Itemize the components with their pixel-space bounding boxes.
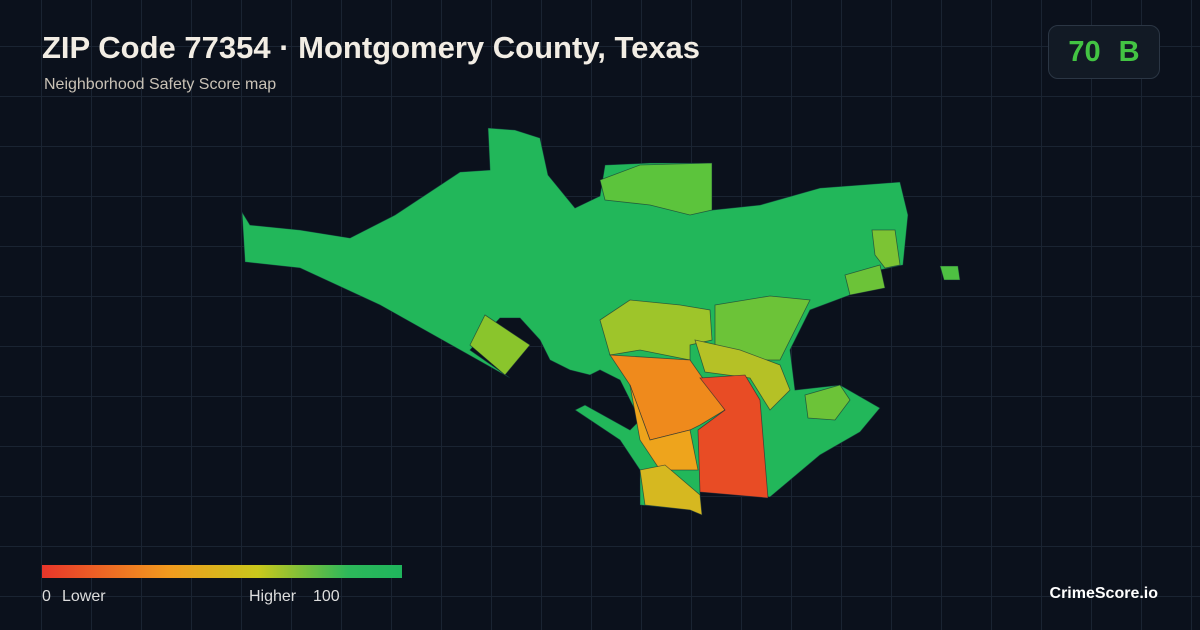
legend-min-label: Lower: [62, 588, 106, 605]
region: [697, 374, 769, 499]
score-value: 70: [1068, 35, 1101, 68]
title: ZIP Code 77354 · Montgomery County, Texa…: [42, 30, 701, 65]
region: [871, 229, 901, 269]
legend-min: 0: [42, 588, 51, 605]
region: [639, 464, 703, 516]
subtitle: Neighborhood Safety Score map: [44, 76, 277, 93]
score-badge: 70 B: [1048, 25, 1160, 79]
region: [939, 265, 961, 281]
legend-gradient: [42, 565, 402, 578]
brand: CrimeScore.io: [1049, 585, 1158, 602]
legend-max-label: Higher: [249, 588, 297, 605]
region: [629, 384, 699, 471]
region: [241, 127, 909, 516]
score-grade: B: [1118, 35, 1140, 68]
region: [844, 264, 886, 296]
region: [469, 314, 531, 376]
legend-max: 100: [313, 588, 340, 605]
region: [804, 384, 851, 421]
region: [599, 162, 713, 216]
